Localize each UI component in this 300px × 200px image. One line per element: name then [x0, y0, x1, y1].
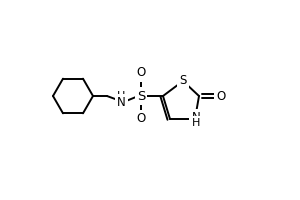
Text: S: S	[179, 74, 187, 88]
Text: H: H	[192, 118, 200, 128]
Text: N: N	[117, 97, 125, 110]
Text: H: H	[117, 91, 125, 101]
Text: S: S	[137, 90, 145, 102]
Text: O: O	[216, 90, 226, 102]
Text: O: O	[136, 112, 146, 126]
Text: O: O	[136, 66, 146, 79]
Text: N: N	[192, 111, 200, 124]
